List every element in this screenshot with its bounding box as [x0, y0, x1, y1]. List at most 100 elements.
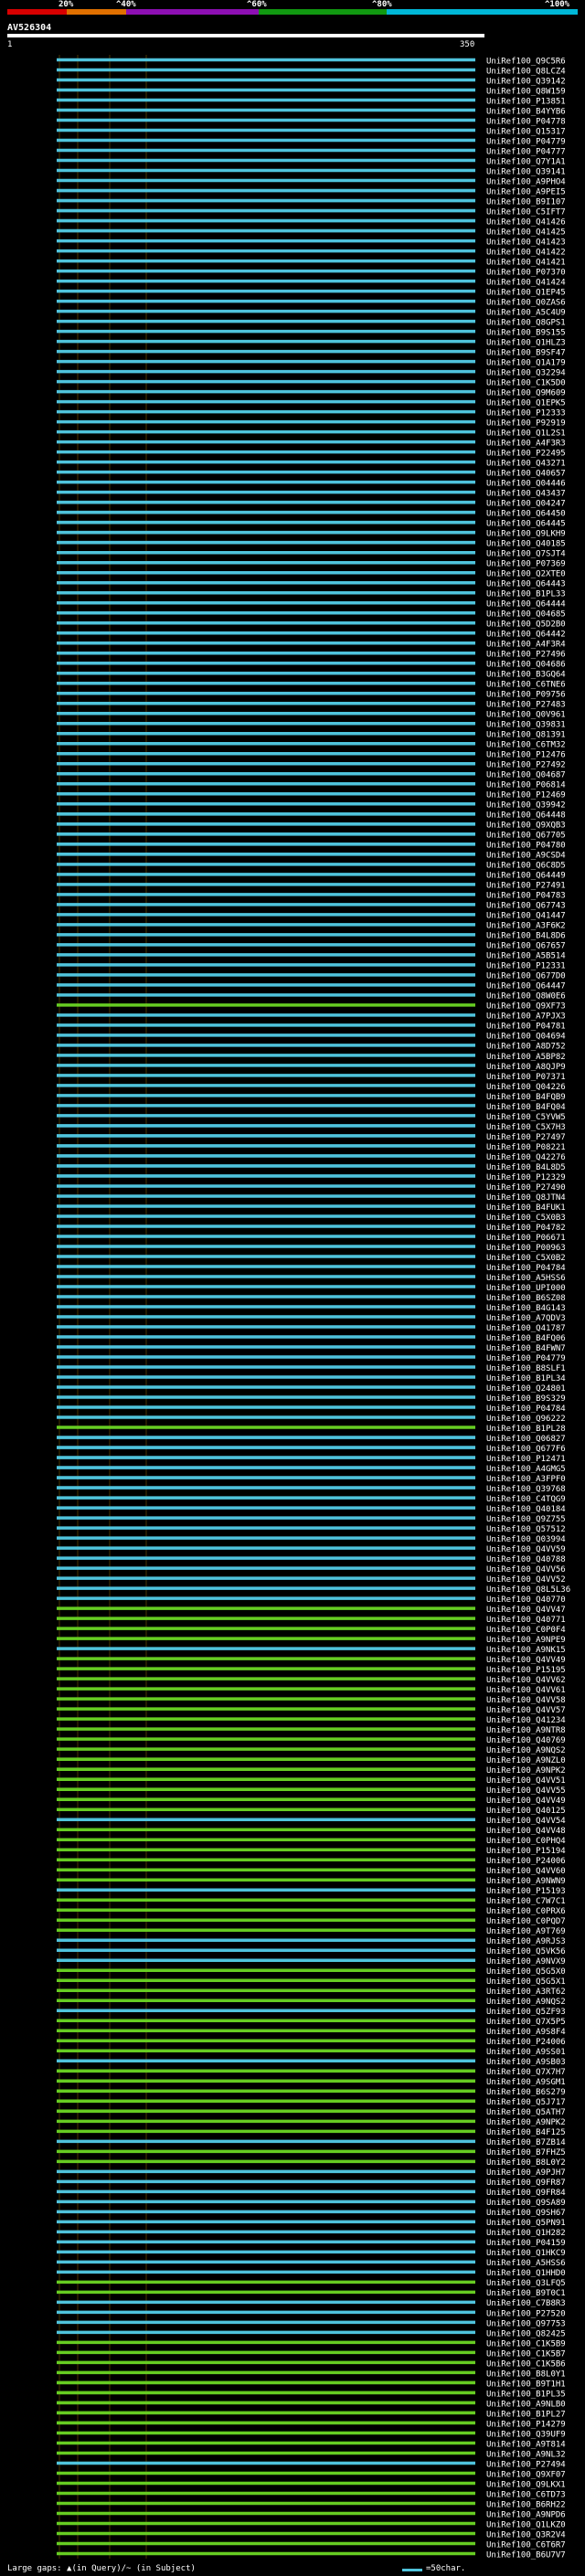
hit-label[interactable]: UniRef100_C6T6R7	[486, 2540, 566, 2549]
hit-label[interactable]: UniRef100_P12471	[486, 1455, 566, 1464]
hit-label[interactable]: UniRef100_C6TM32	[486, 741, 566, 750]
hit-label[interactable]: UniRef100_Q9XQB3	[486, 822, 566, 831]
hit-label[interactable]: UniRef100_Q82425	[486, 2329, 566, 2338]
hit-label[interactable]: UniRef100_C5X7H3	[486, 1123, 566, 1132]
hit-label[interactable]: UniRef100_Q64443	[486, 580, 566, 589]
hit-label[interactable]: UniRef100_Q4VV52	[486, 1575, 566, 1585]
hit-label[interactable]: UniRef100_Q1L2S1	[486, 429, 566, 439]
hit-label[interactable]: UniRef100_Q7Y1A1	[486, 157, 566, 166]
hit-label[interactable]: UniRef100_Q39942	[486, 801, 566, 811]
hit-label[interactable]: UniRef100_B9T1H1	[486, 2380, 566, 2389]
hit-label[interactable]: UniRef100_P06671	[486, 1234, 566, 1243]
hit-label[interactable]: UniRef100_A8D752	[486, 1043, 566, 1052]
hit-label[interactable]: UniRef100_P27483	[486, 701, 566, 710]
hit-label[interactable]: UniRef100_Q9M609	[486, 388, 566, 398]
hit-label[interactable]: UniRef100_Q9C5R6	[486, 57, 566, 66]
hit-label[interactable]: UniRef100_Q5VK56	[486, 1947, 566, 1956]
hit-label[interactable]: UniRef100_Q3R2V4	[486, 2530, 566, 2539]
hit-label[interactable]: UniRef100_B4L8D6	[486, 932, 566, 941]
hit-label[interactable]: UniRef100_B6RH22	[486, 2500, 566, 2509]
hit-label[interactable]: UniRef100_A9PEI5	[486, 187, 566, 196]
hit-label[interactable]: UniRef100_Q5D2B0	[486, 620, 566, 630]
hit-label[interactable]: UniRef100_Q39142	[486, 77, 566, 86]
hit-label[interactable]: UniRef100_Q0ZAS6	[486, 298, 566, 307]
hit-label[interactable]: UniRef100_A9CSD4	[486, 852, 566, 861]
hit-label[interactable]: UniRef100_A5C4U9	[486, 308, 566, 317]
hit-label[interactable]: UniRef100_P27520	[486, 2309, 566, 2318]
hit-label[interactable]: UniRef100_A9S8F4	[486, 2028, 566, 2037]
hit-label[interactable]: UniRef100_C0PQD7	[486, 1917, 566, 1926]
hit-label[interactable]: UniRef100_Q4VV51	[486, 1776, 566, 1786]
hit-label[interactable]: UniRef100_Q677F6	[486, 1445, 566, 1454]
hit-label[interactable]: UniRef100_P08221	[486, 1143, 566, 1152]
hit-label[interactable]: UniRef100_B1PL33	[486, 590, 566, 599]
hit-label[interactable]: UniRef100_P27492	[486, 761, 566, 770]
hit-label[interactable]: UniRef100_C0PHQ4	[486, 1837, 566, 1846]
hit-label[interactable]: UniRef100_Q677D0	[486, 972, 566, 981]
hit-label[interactable]: UniRef100_P12333	[486, 408, 566, 418]
hit-label[interactable]: UniRef100_Q40770	[486, 1595, 566, 1605]
hit-label[interactable]: UniRef100_A9NQS2	[486, 1998, 566, 2007]
hit-label[interactable]: UniRef100_Q39UF9	[486, 2430, 566, 2439]
hit-label[interactable]: UniRef100_Q41425	[486, 228, 566, 237]
hit-label[interactable]: UniRef100_Q64445	[486, 520, 566, 529]
hit-label[interactable]: UniRef100_A8QJP9	[486, 1063, 566, 1072]
hit-label[interactable]: UniRef100_Q40788	[486, 1555, 566, 1564]
hit-label[interactable]: UniRef100_Q8JTN4	[486, 1193, 566, 1203]
hit-label[interactable]: UniRef100_Q6C8D5	[486, 862, 566, 871]
hit-label[interactable]: UniRef100_Q1LKZ0	[486, 2520, 566, 2529]
hit-label[interactable]: UniRef100_Q0V961	[486, 711, 566, 720]
hit-label[interactable]: UniRef100_P24006	[486, 1857, 566, 1866]
hit-label[interactable]: UniRef100_UPI000	[486, 1284, 566, 1293]
hit-label[interactable]: UniRef100_Q4VV60	[486, 1867, 566, 1876]
hit-label[interactable]: UniRef100_Q5G5X0	[486, 1967, 566, 1977]
hit-label[interactable]: UniRef100_A9PJH7	[486, 2168, 566, 2178]
hit-label[interactable]: UniRef100_Q04686	[486, 661, 566, 670]
hit-label[interactable]: UniRef100_A3F6K2	[486, 922, 566, 931]
hit-label[interactable]: UniRef100_Q67705	[486, 832, 566, 841]
hit-label[interactable]: UniRef100_P00963	[486, 1244, 566, 1253]
hit-label[interactable]: UniRef100_Q57512	[486, 1525, 566, 1534]
hit-label[interactable]: UniRef100_A5HSS6	[486, 1274, 566, 1283]
hit-label[interactable]: UniRef100_A9SS01	[486, 2048, 566, 2057]
hit-label[interactable]: UniRef100_C4TQG9	[486, 1495, 566, 1504]
hit-label[interactable]: UniRef100_A9SB03	[486, 2058, 566, 2067]
hit-label[interactable]: UniRef100_Q7X7H7	[486, 2068, 566, 2077]
hit-label[interactable]: UniRef100_B4FUK1	[486, 1203, 566, 1213]
hit-label[interactable]: UniRef100_Q1HLZ3	[486, 338, 566, 347]
hit-label[interactable]: UniRef100_P27491	[486, 882, 566, 891]
hit-label[interactable]: UniRef100_A9T769	[486, 1927, 566, 1936]
hit-label[interactable]: UniRef100_C0PRX6	[486, 1907, 566, 1916]
hit-label[interactable]: UniRef100_B9S155	[486, 328, 566, 337]
hit-label[interactable]: UniRef100_A4GMG5	[486, 1465, 566, 1474]
hit-label[interactable]: UniRef100_P13851	[486, 97, 566, 106]
hit-label[interactable]: UniRef100_A9NPK2	[486, 1766, 566, 1776]
hit-label[interactable]: UniRef100_Q5J717	[486, 2098, 566, 2107]
hit-label[interactable]: UniRef100_C5X0B2	[486, 1254, 566, 1263]
hit-label[interactable]: UniRef100_A9PHO4	[486, 177, 566, 186]
hit-label[interactable]: UniRef100_P04784	[486, 1264, 566, 1273]
hit-label[interactable]: UniRef100_Q67743	[486, 902, 566, 911]
hit-label[interactable]: UniRef100_B1PL34	[486, 1374, 566, 1383]
hit-label[interactable]: UniRef100_P12476	[486, 751, 566, 760]
hit-label[interactable]: UniRef100_C6TNE6	[486, 681, 566, 690]
hit-label[interactable]: UniRef100_Q3LFQ5	[486, 2279, 566, 2288]
hit-label[interactable]: UniRef100_B9S329	[486, 1394, 566, 1404]
hit-label[interactable]: UniRef100_Q9SA89	[486, 2199, 566, 2208]
hit-label[interactable]: UniRef100_Q4VV57	[486, 1706, 566, 1715]
hit-label[interactable]: UniRef100_A9NTR8	[486, 1726, 566, 1735]
hit-label[interactable]: UniRef100_P12469	[486, 791, 566, 800]
hit-label[interactable]: UniRef100_Q4VV59	[486, 1545, 566, 1554]
hit-label[interactable]: UniRef100_Q41787	[486, 1324, 566, 1333]
hit-label[interactable]: UniRef100_Q40771	[486, 1616, 566, 1625]
hit-label[interactable]: UniRef100_Q4VV49	[486, 1797, 566, 1806]
hit-label[interactable]: UniRef100_Q41424	[486, 278, 566, 287]
hit-label[interactable]: UniRef100_Q67657	[486, 942, 566, 951]
hit-label[interactable]: UniRef100_Q7X5P5	[486, 2018, 566, 2027]
hit-label[interactable]: UniRef100_B1PL35	[486, 2390, 566, 2399]
hit-label[interactable]: UniRef100_A9NPE9	[486, 1636, 566, 1645]
hit-label[interactable]: UniRef100_P27494	[486, 2460, 566, 2469]
hit-label[interactable]: UniRef100_B9T0C1	[486, 2289, 566, 2298]
hit-label[interactable]: UniRef100_P15195	[486, 1666, 566, 1675]
hit-label[interactable]: UniRef100_Q39768	[486, 1485, 566, 1494]
